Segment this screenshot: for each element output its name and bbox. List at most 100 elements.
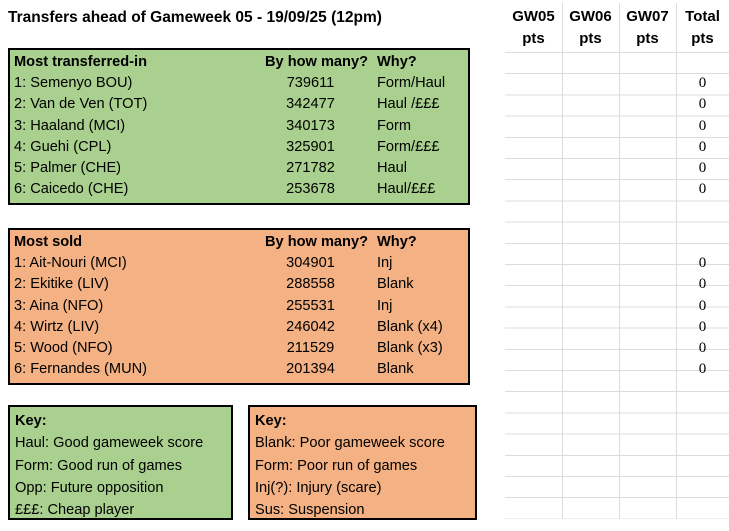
total-pts-cell[interactable]: 0 [698,361,707,377]
key-line[interactable]: Haul: Good gameweek score [15,435,204,452]
table-row: 3: Aina (NFO) 255531 Inj [14,296,468,317]
why-cell[interactable]: Haul /£££ [377,96,440,113]
grid-horizontal-lines [505,52,729,519]
why-cell[interactable]: Form/£££ [377,138,440,155]
table-row: 1: Semenyo BOU) 739611 Form/Haul [14,73,468,94]
table-row: 1: Ait-Nouri (MCI) 304901 Inj [14,253,468,274]
count-cell[interactable]: 288558 [286,276,335,293]
table-row: 3: Haaland (MCI) 340173 Form [14,116,468,137]
count-cell[interactable]: 201394 [286,361,335,378]
col-header-label: GW05 [512,8,555,25]
col-header-sub: pts [636,30,659,47]
why-cell[interactable]: Form/Haul [377,75,446,92]
player-cell[interactable]: 6: Caicedo (CHE) [14,181,129,198]
why-cell[interactable]: Blank (x4) [377,318,443,335]
col-header-total[interactable]: Total pts [676,6,729,50]
player-cell[interactable]: 6: Fernandes (MUN) [14,361,148,378]
total-pts-cell[interactable]: 0 [698,181,707,197]
total-pts-cell[interactable]: 0 [698,298,707,314]
total-pts-cell[interactable]: 0 [698,118,707,134]
why-cell[interactable]: Inj [377,255,393,272]
count-cell[interactable]: 253678 [286,181,335,198]
table-row: 5: Palmer (CHE) 271782 Haul [14,158,468,179]
why-cell[interactable]: Blank [377,276,414,293]
player-cell[interactable]: 2: Van de Ven (TOT) [14,96,148,113]
grid-vline [619,3,620,519]
header-by-how-many[interactable]: By how many? [265,234,368,250]
col-header-label: GW07 [626,8,669,25]
total-pts-cell[interactable]: 0 [698,255,707,271]
table-row: 2: Ekitike (LIV) 288558 Blank [14,274,468,295]
col-header-gw05[interactable]: GW05 pts [505,6,562,50]
why-cell[interactable]: Inj [377,297,393,314]
page-title[interactable]: Transfers ahead of Gameweek 05 - 19/09/2… [8,9,382,26]
table-row: 6: Caicedo (CHE) 253678 Haul/£££ [14,179,468,200]
total-pts-cell[interactable]: 0 [698,139,707,155]
col-header-gw07[interactable]: GW07 pts [619,6,676,50]
total-pts-cell[interactable]: 0 [698,340,707,356]
header-most-sold[interactable]: Most sold [14,234,83,250]
total-pts-cell[interactable]: 0 [698,75,707,91]
count-cell[interactable]: 739611 [286,75,335,92]
why-cell[interactable]: Haul/£££ [377,181,436,198]
col-header-sub: pts [522,30,545,47]
why-cell[interactable]: Haul [377,159,408,176]
key-line[interactable]: Form: Poor run of games [255,457,418,474]
player-cell[interactable]: 3: Haaland (MCI) [14,117,126,134]
most-sold-table: Most sold By how many? Why? 1: Ait-Nouri… [8,228,470,385]
key-box-most-sold: Key: Blank: Poor gameweek score Form: Po… [248,405,477,520]
col-header-gw06[interactable]: GW06 pts [562,6,619,50]
key-title[interactable]: Key: [255,413,287,429]
count-cell[interactable]: 342477 [286,96,335,113]
key-line[interactable]: Opp: Future opposition [15,479,164,496]
key-line[interactable]: Blank: Poor gameweek score [255,435,445,452]
header-most-transferred-in[interactable]: Most transferred-in [14,54,147,70]
total-pts-cell[interactable]: 0 [698,276,707,292]
player-cell[interactable]: 5: Wood (NFO) [14,339,113,356]
grid-vline [676,3,677,519]
header-by-how-many[interactable]: By how many? [265,54,368,70]
col-header-sub: pts [691,30,714,47]
count-cell[interactable]: 325901 [286,138,335,155]
transferred-in-table: Most transferred-in By how many? Why? 1:… [8,48,470,205]
table-header-row: Most sold By how many? Why? [14,232,468,253]
key-line[interactable]: Form: Good run of games [15,457,183,474]
count-cell[interactable]: 304901 [286,255,335,272]
table-row: 6: Fernandes (MUN) 201394 Blank [14,359,468,380]
col-header-label: GW06 [569,8,612,25]
count-cell[interactable]: 271782 [286,159,335,176]
total-pts-cell[interactable]: 0 [698,96,707,112]
player-cell[interactable]: 2: Ekitike (LIV) [14,276,109,293]
table-row: 4: Guehi (CPL) 325901 Form/£££ [14,137,468,158]
count-cell[interactable]: 255531 [286,297,335,314]
why-cell[interactable]: Blank (x3) [377,339,443,356]
total-pts-cell[interactable]: 0 [698,319,707,335]
player-cell[interactable]: 1: Ait-Nouri (MCI) [14,255,127,272]
why-cell[interactable]: Form [377,117,412,134]
table-header-row: Most transferred-in By how many? Why? [14,52,468,73]
table-row: 4: Wirtz (LIV) 246042 Blank (x4) [14,317,468,338]
player-cell[interactable]: 5: Palmer (CHE) [14,159,122,176]
count-cell[interactable]: 246042 [286,318,335,335]
total-pts-cell[interactable]: 0 [698,160,707,176]
key-title[interactable]: Key: [15,413,47,429]
key-line[interactable]: Inj(?): Injury (scare) [255,479,382,496]
key-line[interactable]: £££: Cheap player [15,502,135,519]
key-box-transferred-in: Key: Haul: Good gameweek score Form: Goo… [8,405,233,520]
why-cell[interactable]: Blank [377,361,414,378]
count-cell[interactable]: 340173 [286,117,335,134]
header-why[interactable]: Why? [377,234,417,250]
table-row: 5: Wood (NFO) 211529 Blank (x3) [14,338,468,359]
player-cell[interactable]: 3: Aina (NFO) [14,297,104,314]
table-row: 2: Van de Ven (TOT) 342477 Haul /£££ [14,94,468,115]
col-header-sub: pts [579,30,602,47]
grid-vline [562,3,563,519]
player-cell[interactable]: 1: Semenyo BOU) [14,75,133,92]
player-cell[interactable]: 4: Guehi (CPL) [14,138,112,155]
key-line[interactable]: Sus: Suspension [255,502,365,519]
count-cell[interactable]: 211529 [286,339,335,356]
header-why[interactable]: Why? [377,54,417,70]
player-cell[interactable]: 4: Wirtz (LIV) [14,318,100,335]
col-header-label: Total [685,8,720,25]
